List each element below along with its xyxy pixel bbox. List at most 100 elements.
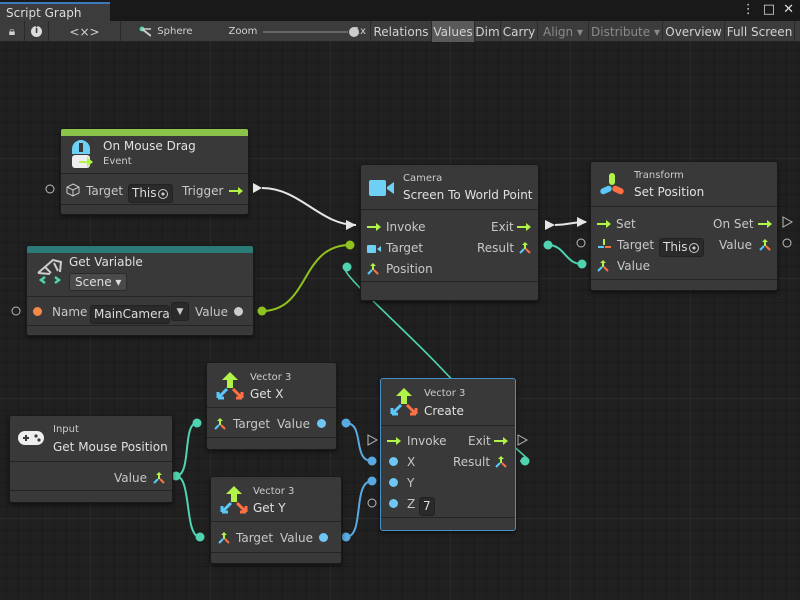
tab-script-graph[interactable]: Script Graph xyxy=(0,2,110,21)
zoom-slider-thumb[interactable] xyxy=(349,26,360,37)
node-title: Create xyxy=(424,404,464,418)
edge-mouse-to-getx[interactable] xyxy=(175,422,198,477)
exit-label: Exit xyxy=(491,220,514,234)
graph-object[interactable]: Sphere Zoom 1x xyxy=(121,21,371,42)
toolbar-button-carry[interactable]: Carry xyxy=(501,21,538,42)
maximize-icon[interactable]: □ xyxy=(762,2,776,17)
edge-arrow xyxy=(577,217,587,227)
toolbar-button-relations[interactable]: Relations xyxy=(371,21,432,42)
node-on-mouse-drag[interactable]: On Mouse Drag Event Target This Trigger xyxy=(60,128,249,215)
unconnected-port[interactable] xyxy=(782,238,792,248)
node-header: Vector 3 Get Y xyxy=(211,477,341,522)
node-get-mouse-position[interactable]: Input Get Mouse Position Value xyxy=(9,415,173,503)
value-port[interactable] xyxy=(319,533,328,542)
toolbar-button-dim[interactable]: Dim xyxy=(475,21,501,42)
z-field[interactable]: 7 xyxy=(419,497,435,516)
node-title: Get X xyxy=(250,387,284,401)
unconnected-port[interactable] xyxy=(11,306,21,316)
node-header: Get Variable Scene ▾ xyxy=(27,253,253,297)
name-port[interactable] xyxy=(33,307,42,316)
unconnected-port[interactable] xyxy=(367,498,377,508)
edge-getx-to-x[interactable] xyxy=(345,422,373,462)
target-label: Target xyxy=(617,238,655,252)
node-header: Vector 3 Get X xyxy=(207,363,336,408)
close-icon[interactable]: ✕ xyxy=(783,2,794,17)
cube-icon xyxy=(66,183,80,200)
on-set-label: On Set xyxy=(713,217,754,231)
node-color-bar xyxy=(27,246,253,253)
variable-kind-dropdown[interactable]: Scene ▾ xyxy=(69,273,128,291)
target-field[interactable]: This xyxy=(659,238,704,257)
unconnected-flow-port[interactable] xyxy=(517,434,529,446)
port-dot xyxy=(341,418,351,428)
exit-flow-icon xyxy=(516,221,532,235)
edge-mouse-to-gety[interactable] xyxy=(175,475,201,538)
name-field[interactable]: MainCamera xyxy=(90,305,170,324)
unconnected-port[interactable] xyxy=(576,238,586,248)
port-row: Target This Value xyxy=(591,235,777,257)
node-title: Get Variable xyxy=(69,255,143,269)
target-field[interactable]: This xyxy=(128,184,173,203)
node-get-y[interactable]: Vector 3 Get Y Target Value xyxy=(210,476,342,564)
value-port[interactable] xyxy=(317,419,326,428)
toolbar-button-full-screen[interactable]: Full Screen xyxy=(725,21,795,42)
vector3-icon xyxy=(389,387,419,421)
node-create[interactable]: Vector 3 Create Invoke Exit X Result Y Z 7 xyxy=(380,378,516,531)
vector3-icon xyxy=(518,241,532,258)
node-header: Transform Set Position xyxy=(591,162,777,207)
node-set-position[interactable]: Transform Set Position Set On Set Target This… xyxy=(590,161,778,291)
value-port[interactable] xyxy=(234,307,243,316)
chevron-down-icon[interactable]: ▼ xyxy=(171,302,189,321)
port-dot xyxy=(345,240,355,250)
edge-trigger-to-invoke[interactable] xyxy=(261,187,357,226)
unconnected-flow-port[interactable] xyxy=(367,434,379,446)
node-category: Camera xyxy=(403,173,443,184)
x-port[interactable] xyxy=(389,457,398,466)
transform-icon xyxy=(599,172,625,202)
toolbar-button-overview[interactable]: Overview xyxy=(663,21,725,42)
y-label: Y xyxy=(407,476,415,490)
position-label: Position xyxy=(386,262,433,276)
edge-camera-variable[interactable] xyxy=(261,244,351,312)
port-dot xyxy=(195,532,205,542)
more-menu-icon[interactable]: ⋮ xyxy=(741,2,755,17)
port-row: X Result xyxy=(381,452,515,472)
node-screen-to-world[interactable]: Camera Screen To World Point Invoke Exit Tar… xyxy=(360,164,539,301)
edge-gety-to-y[interactable] xyxy=(345,480,373,538)
value-in-label: Value xyxy=(617,259,650,273)
set-flow-icon xyxy=(596,218,612,232)
lock-button[interactable]: 🔒︎ xyxy=(0,21,25,42)
node-category: Transform xyxy=(634,170,684,181)
vector3-icon xyxy=(217,531,231,548)
object-picker-icon[interactable] xyxy=(689,243,699,253)
object-picker-icon[interactable] xyxy=(158,189,168,199)
port-row: Position xyxy=(361,259,538,279)
node-footer xyxy=(361,281,538,300)
node-footer xyxy=(381,517,515,530)
node-get-x[interactable]: Vector 3 Get X Target Value xyxy=(206,362,337,450)
source-button[interactable]: <×> xyxy=(49,21,121,42)
port-dot xyxy=(257,306,267,316)
exit-flow-icon xyxy=(493,435,509,449)
info-button[interactable]: i xyxy=(25,21,49,42)
toolbar-button-values[interactable]: Values xyxy=(432,21,475,42)
zoom-slider[interactable] xyxy=(263,26,360,37)
port-row: Name MainCamera ▼ Value xyxy=(27,302,253,324)
value-label: Value xyxy=(114,471,147,485)
trigger-flow-icon xyxy=(228,185,244,199)
z-port[interactable] xyxy=(389,499,398,508)
gamepad-icon xyxy=(18,430,44,450)
node-category: Input xyxy=(53,424,79,435)
unconnected-flow-port[interactable] xyxy=(782,216,794,228)
transform-icon xyxy=(597,238,611,255)
edge-result-to-value[interactable] xyxy=(547,244,583,265)
port-dot xyxy=(192,418,202,428)
port-row: Value xyxy=(591,256,777,276)
node-get-variable[interactable]: Get Variable Scene ▾ Name MainCamera ▼ Value xyxy=(26,245,254,336)
y-port[interactable] xyxy=(389,478,398,487)
vector3-icon xyxy=(366,262,380,279)
node-category: Vector 3 xyxy=(253,486,295,497)
unconnected-port[interactable] xyxy=(45,184,55,194)
variable-icon xyxy=(35,257,65,293)
